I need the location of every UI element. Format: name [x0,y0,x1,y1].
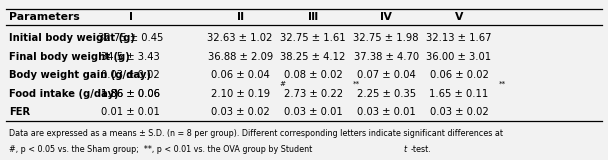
Text: 34.5 ± 3.43: 34.5 ± 3.43 [102,52,160,62]
Text: 0.06 ± 0.04: 0.06 ± 0.04 [211,70,269,80]
Text: Body weight gain (g/day): Body weight gain (g/day) [9,70,151,80]
Text: 36.88 ± 2.09: 36.88 ± 2.09 [207,52,273,62]
Text: Initial body weight (g): Initial body weight (g) [9,33,135,43]
Text: Data are expressed as a means ± S.D. (n = 8 per group). Different corresponding : Data are expressed as a means ± S.D. (n … [9,129,503,138]
Text: 1.86 ± 0.06: 1.86 ± 0.06 [101,89,161,99]
Text: 38.25 ± 4.12: 38.25 ± 4.12 [280,52,346,62]
Text: t: t [404,145,407,154]
Text: 0.01 ± 0.01: 0.01 ± 0.01 [102,107,160,117]
Text: Food intake (g/day): Food intake (g/day) [9,89,119,99]
Text: 0.07 ± 0.04: 0.07 ± 0.04 [357,70,415,80]
Text: 2.73 ± 0.22**: 2.73 ± 0.22** [278,89,348,99]
Text: Parameters: Parameters [9,12,80,22]
Text: 2.10 ± 0.19#: 2.10 ± 0.19# [206,89,274,99]
Text: 0.03 ± 0.01: 0.03 ± 0.01 [357,107,415,117]
Text: 0.06 ± 0.02: 0.06 ± 0.02 [430,70,488,80]
Text: -test.: -test. [410,145,431,154]
Text: Ⅳ: Ⅳ [380,12,392,22]
Text: 37.38 ± 4.70: 37.38 ± 4.70 [353,52,419,62]
Text: 36.00 ± 3.01: 36.00 ± 3.01 [426,52,492,62]
Text: 0.08 ± 0.02: 0.08 ± 0.02 [284,70,342,80]
Text: 32.63 ± 1.02: 32.63 ± 1.02 [207,33,273,43]
Text: 2.25 ± 0.35: 2.25 ± 0.35 [356,89,416,99]
Text: 0.03 ± 0.02: 0.03 ± 0.02 [430,107,488,117]
Text: **: ** [353,81,360,87]
Text: I: I [129,12,133,22]
Text: Ⅲ: Ⅲ [308,12,318,22]
Text: **: ** [499,81,506,87]
Text: 2.10 ± 0.19: 2.10 ± 0.19 [210,89,270,99]
Text: FER: FER [9,107,30,117]
Text: 0.03 ± 0.02: 0.03 ± 0.02 [102,70,160,80]
Text: #, p < 0.05 vs. the Sham group;  **, p < 0.01 vs. the OVA group by Student: #, p < 0.05 vs. the Sham group; **, p < … [9,145,315,154]
Text: Final body weight (g): Final body weight (g) [9,52,130,62]
Text: 2.25 ± 0.35: 2.25 ± 0.35 [356,89,416,99]
Text: V: V [455,12,463,22]
Text: 2.73 ± 0.22: 2.73 ± 0.22 [283,89,343,99]
Text: 32.75 ± 0.45: 32.75 ± 0.45 [98,33,164,43]
Text: 32.75 ± 1.98: 32.75 ± 1.98 [353,33,419,43]
Bar [182,83,602,104]
Text: 32.75 ± 1.61: 32.75 ± 1.61 [280,33,346,43]
Text: 1.65 ± 0.11**: 1.65 ± 0.11** [424,89,494,99]
Text: Ⅱ: Ⅱ [237,12,244,22]
Text: 32.13 ± 1.67: 32.13 ± 1.67 [426,33,492,43]
Text: 1.86 ± 0.06: 1.86 ± 0.06 [101,89,161,99]
Text: 0.03 ± 0.02: 0.03 ± 0.02 [211,107,269,117]
Text: #: # [280,81,286,87]
Text: #, p < 0.05 vs. the Sham group;  **, p < 0.01 vs. the OVA group by Student: #, p < 0.05 vs. the Sham group; **, p < … [9,145,315,154]
Text: 1.65 ± 0.11: 1.65 ± 0.11 [429,89,489,99]
Text: 0.03 ± 0.01: 0.03 ± 0.01 [284,107,342,117]
